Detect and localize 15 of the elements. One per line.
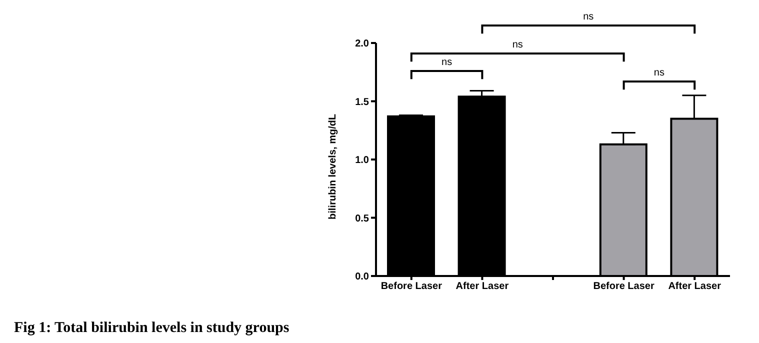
annotation: ns xyxy=(442,56,452,68)
y-tick-label: 1.5 xyxy=(355,96,370,108)
y-axis-title: bilirubin levels, mg/dL xyxy=(328,114,339,220)
y-tick-label: 0.0 xyxy=(355,272,370,283)
text: Fig 1: Total bilirubin levels in study groups xyxy=(14,320,290,337)
y-tick-label: 0.5 xyxy=(355,213,370,224)
x-tick-label: After Laser xyxy=(456,281,509,292)
x-tick-label: Before Laser xyxy=(380,281,442,292)
y-tick-label: 1.0 xyxy=(355,155,370,166)
y-tick-label: 2.0 xyxy=(355,38,370,50)
annotation: ns xyxy=(512,39,523,50)
text: ns xyxy=(583,12,594,23)
x-tick-label: After Laser xyxy=(668,281,722,292)
annotation: ns xyxy=(654,67,664,78)
x-tick-label: Before Laser xyxy=(593,281,654,292)
